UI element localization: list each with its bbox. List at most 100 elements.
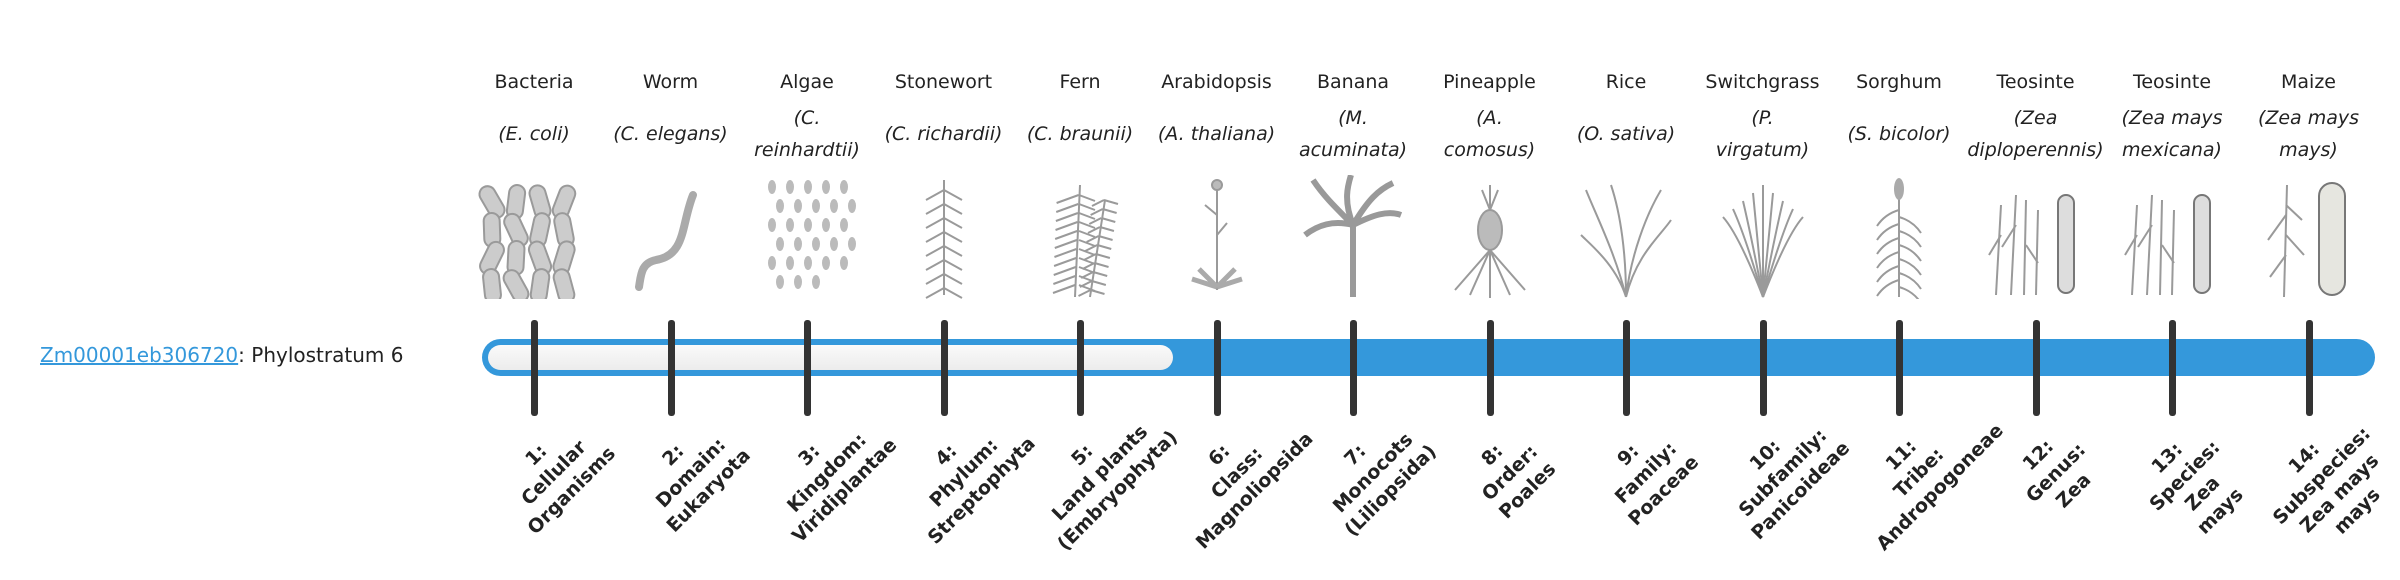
organism-column: Arabidopsis (A. thaliana) [1147, 66, 1287, 299]
organism-name: Pineapple [1443, 71, 1536, 93]
species-line: (P. [1751, 107, 1774, 129]
organism-species: (A. comosus) [1420, 96, 1560, 172]
stratum-tick [2169, 320, 2176, 416]
organism-species: (C. elegans) [601, 96, 741, 172]
phylostratum-text: : Phylostratum 6 [238, 343, 404, 367]
organism-name: Teosinte [1996, 71, 2075, 93]
species-line: comosus) [1443, 139, 1536, 161]
bar-empty-region [488, 345, 1173, 370]
organism-species: (Zea diploperennis) [1966, 96, 2106, 172]
stratum-label: 5: Land plants (Embryophyta) [1017, 390, 1183, 556]
gene-id-link[interactable]: Zm00001eb306720 [40, 343, 239, 367]
sorghum-icon [1829, 175, 1969, 299]
organism-name: Sorghum [1856, 71, 1942, 93]
species-line: (A. [1476, 107, 1503, 129]
organism-name: Worm [642, 71, 699, 93]
teosinte-icon [2102, 175, 2242, 299]
pineapple-icon [1420, 175, 1560, 299]
organism-column: Bacteria (E. coli) [464, 66, 604, 299]
worm-icon [601, 175, 741, 299]
stratum-tick [1896, 320, 1903, 416]
organism-column: Teosinte (Zea mays mexicana) [2102, 66, 2242, 299]
species-line: (E. coli) [498, 123, 570, 145]
arabidopsis-icon [1147, 175, 1287, 299]
organism-column: Rice (O. sativa) [1556, 66, 1696, 299]
algae-icon [737, 175, 877, 299]
organism-name: Fern [1059, 71, 1101, 93]
species-line: mays) [2279, 139, 2338, 161]
stratum-label: 11: Tribe: Andropogoneae [1836, 390, 2008, 556]
gene-label: Zm00001eb306720: Phylostratum 6 [40, 340, 403, 370]
organism-species: (O. sativa) [1556, 96, 1696, 172]
species-line: (O. sativa) [1576, 123, 1676, 145]
species-line: acuminata) [1298, 139, 1408, 161]
stratum-tick [1486, 320, 1494, 416]
stonewort-icon [874, 175, 1014, 299]
organism-column: Worm (C. elegans) [601, 66, 741, 299]
organism-name: Teosinte [2132, 71, 2212, 93]
fern-icon [1010, 175, 1150, 299]
stratum-label: 8: Order: Poales [1427, 390, 1593, 556]
organism-column: Stonewort (C. richardii) [874, 66, 1014, 299]
species-line: reinhardtii) [754, 139, 860, 161]
organism-species: (S. bicolor) [1829, 96, 1969, 172]
stratum-tick [804, 320, 811, 416]
stratum-tick [1077, 320, 1084, 416]
organism-column: Switchgrass (P. virgatum) [1693, 66, 1833, 299]
species-line: (C. braunii) [1026, 123, 1134, 145]
maize-icon [2239, 175, 2379, 299]
organism-species: (E. coli) [464, 96, 604, 172]
organism-species: (C. reinhardtii) [737, 96, 877, 172]
organism-name: Bacteria [494, 71, 574, 93]
stratum-tick [667, 320, 675, 416]
organism-species: (C. richardii) [874, 96, 1014, 172]
switchgrass-icon [1693, 175, 1833, 299]
species-line: (A. thaliana) [1157, 123, 1276, 145]
organism-column: Fern (C. braunii) [1010, 66, 1150, 299]
organism-name: Rice [1605, 71, 1647, 93]
stratum-label: 2: Domain: Eukaryota [608, 390, 774, 556]
organism-column: Algae (C. reinhardtii) [737, 66, 877, 299]
stratum-label: 3: Kingdom: Viridiplantae [744, 390, 910, 556]
species-line: (Zea mays [2257, 107, 2360, 129]
organism-column: Sorghum (S. bicolor) [1829, 66, 1969, 299]
stratum-label: 12: Genus: Zea [1973, 390, 2139, 556]
organism-column: Banana (M. acuminata) [1283, 66, 1423, 299]
stratum-label: 9: Family: Poaceae [1563, 390, 1729, 556]
stratum-tick [1350, 320, 1357, 416]
organism-name: Maize [2281, 71, 2336, 93]
stratum-label: 10: Subfamily: Panicoideae [1700, 390, 1866, 556]
organism-species: (C. braunii) [1010, 96, 1150, 172]
species-line: (Zea mays [2121, 107, 2223, 129]
organism-species: (Zea mays mexicana) [2102, 96, 2242, 172]
stratum-label: 7: Monocots (Liliopsida) [1290, 390, 1456, 556]
species-line: (C. [793, 107, 821, 129]
stratum-tick [531, 320, 538, 416]
stratum-label: 4: Phylum: Streptophyta [881, 390, 1047, 556]
species-line: (C. richardii) [884, 123, 1003, 145]
organism-column: Maize (Zea mays mays) [2239, 66, 2379, 299]
stratum-tick [2032, 320, 2040, 416]
organism-name: Stonewort [894, 71, 993, 93]
organism-name: Algae [780, 71, 834, 93]
species-line: (C. elegans) [613, 123, 728, 145]
organism-column: Pineapple (A. comosus) [1420, 66, 1560, 299]
stratum-tick [1623, 320, 1630, 416]
organism-name: Banana [1316, 71, 1390, 93]
teosinte-icon [1966, 175, 2106, 299]
bacteria-icon [464, 175, 604, 299]
organism-species: (Zea mays mays) [2239, 96, 2379, 172]
stratum-tick [1213, 320, 1221, 416]
organism-name: Switchgrass [1705, 71, 1820, 93]
organism-species: (P. virgatum) [1693, 96, 1833, 172]
stratum-label: 14: Subspecies: Zea mays mays [2239, 393, 2400, 577]
stratum-tick [1759, 320, 1767, 416]
stratum-label: 1: Cellular Organisms [471, 390, 637, 556]
species-line: (S. bicolor) [1847, 123, 1951, 145]
species-line: (Zea [2013, 107, 2058, 129]
stratum-label: 6: Class: Magnoliopsida [1154, 390, 1320, 556]
species-line: mexicana) [2122, 139, 2222, 161]
rice-icon [1556, 175, 1696, 299]
species-line: diploperennis) [1967, 139, 2104, 161]
organism-column: Teosinte (Zea diploperennis) [1966, 66, 2106, 299]
